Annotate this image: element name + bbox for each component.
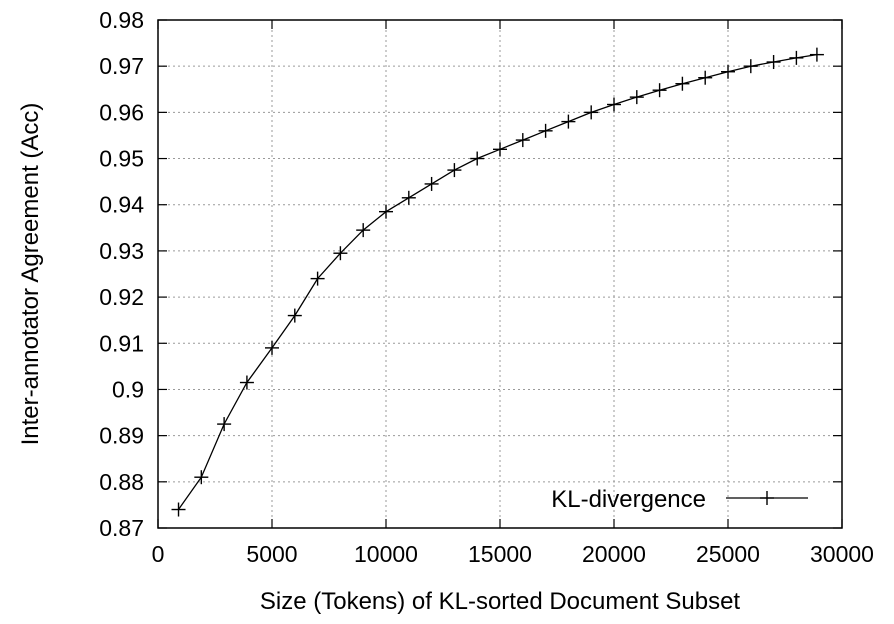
y-tick-label: 0.88 [99, 469, 144, 495]
y-tick-label: 0.9 [112, 376, 144, 402]
legend: KL-divergence [551, 486, 808, 513]
data-point [171, 502, 186, 517]
x-tick-label: 5000 [246, 541, 297, 567]
data-point [447, 163, 462, 178]
data-point [607, 97, 621, 112]
grid-lines [158, 20, 842, 528]
data-point [356, 223, 371, 238]
data-point [789, 50, 804, 65]
y-tick-label: 0.92 [99, 284, 144, 310]
data-point [652, 83, 667, 98]
data-point [470, 151, 485, 166]
data-point [287, 308, 302, 323]
legend-plus-marker [760, 491, 774, 505]
series-kl-divergence [171, 47, 824, 517]
data-point [809, 47, 824, 62]
data-point [265, 340, 279, 355]
y-tick-label: 0.87 [99, 515, 144, 541]
data-point [239, 375, 254, 390]
data-point [515, 133, 530, 148]
data-point [333, 246, 348, 261]
x-tick-labels: 0 5000 10000 15000 20000 25000 30000 [152, 541, 874, 567]
data-point [538, 123, 553, 138]
data-point [743, 59, 758, 74]
x-tick-label: 15000 [468, 541, 532, 567]
x-tick-label: 25000 [696, 541, 760, 567]
x-tick-label: 0 [152, 541, 165, 567]
y-tick-label: 0.91 [99, 330, 144, 356]
x-tick-label: 30000 [810, 541, 874, 567]
x-axis-title: Size (Tokens) of KL-sorted Document Subs… [260, 588, 741, 615]
data-point [310, 271, 325, 286]
x-tick-label: 20000 [582, 541, 646, 567]
data-point [766, 55, 781, 70]
x-tick-label: 10000 [354, 541, 418, 567]
y-tick-labels: 0.87 0.88 0.89 0.9 0.91 0.92 0.93 0.94 0.95 0.96 0… [99, 7, 144, 541]
data-point [194, 470, 209, 485]
data-point [675, 76, 690, 91]
y-tick-label: 0.95 [99, 146, 144, 172]
data-point [401, 190, 416, 205]
data-point [698, 70, 713, 85]
data-point [584, 105, 599, 120]
data-point [424, 176, 439, 191]
data-point [721, 64, 735, 79]
axis-ticks [157, 19, 843, 529]
data-point [217, 417, 232, 432]
y-tick-label: 0.96 [99, 99, 144, 125]
y-tick-label: 0.94 [99, 192, 144, 218]
series-line [177, 53, 818, 510]
data-point [493, 142, 507, 157]
legend-label: KL-divergence [551, 486, 706, 513]
data-point [561, 114, 576, 129]
y-tick-label: 0.89 [99, 423, 144, 449]
legend-marker [760, 491, 774, 505]
data-point [629, 90, 644, 105]
data-point [379, 204, 393, 219]
y-tick-label: 0.97 [99, 53, 144, 79]
y-tick-label: 0.93 [99, 238, 144, 264]
y-axis-title: Inter-annotator Agreement (Acc) [17, 103, 44, 446]
y-tick-label: 0.98 [99, 7, 144, 33]
